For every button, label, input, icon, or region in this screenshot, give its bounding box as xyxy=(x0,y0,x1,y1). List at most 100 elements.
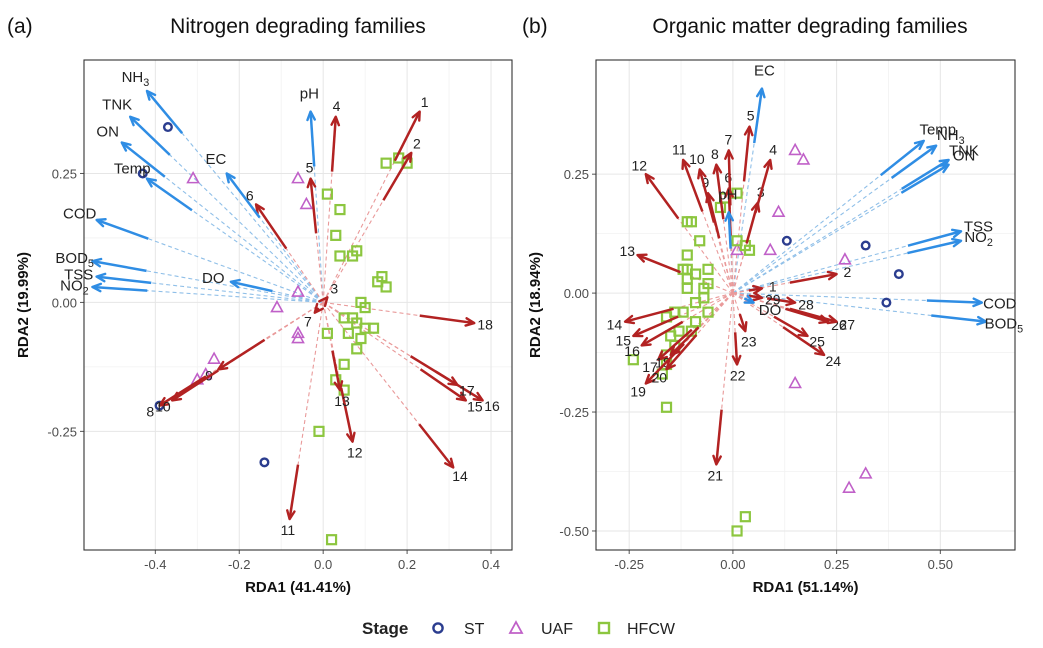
panel-a-species-arrowhead-9 xyxy=(217,360,229,371)
panel-a-species-label-11: 11 xyxy=(281,522,296,538)
panel-b-title: Organic matter degrading families xyxy=(652,15,967,38)
panel-b-species-label-29: 29 xyxy=(765,292,781,308)
panel-a-label: (a) xyxy=(7,15,33,38)
panel-b-env-label-bod5: BOD5 xyxy=(985,316,1024,336)
panel-a-env-arrowhead-do xyxy=(229,278,241,289)
panel-b-env-arrowhead-no2 xyxy=(951,237,963,248)
panel-b-species-label-16: 16 xyxy=(624,343,640,359)
panel-a-xtick-label: -0.2 xyxy=(228,557,250,572)
panel-a-species-label-1: 1 xyxy=(421,94,429,110)
panel-a-env-arrow-nh3 xyxy=(145,90,184,134)
panel-b-env-label-tnk: TNK xyxy=(949,142,979,159)
panel-b-species-label-24: 24 xyxy=(825,353,841,369)
panel-a-xlabel: RDA1 (41.41%) xyxy=(245,579,351,596)
panel-b-species-label-27: 27 xyxy=(839,317,855,333)
panel-b-point-hfcw xyxy=(743,244,756,256)
panel-a-species-link-2 xyxy=(322,152,412,303)
panel-b-species-arrowhead-21 xyxy=(712,454,722,466)
panel-a-point-uaf xyxy=(291,170,305,184)
panel-b-species-arrow-5 xyxy=(742,126,751,182)
panel-a-species-link-3 xyxy=(322,296,328,303)
panel-b-env-arrowhead-temp xyxy=(913,139,925,151)
panel-a-env-label-do: DO xyxy=(202,270,225,287)
panel-a-env-arrow-cod xyxy=(96,218,149,240)
panel-a-env-link-nh3 xyxy=(146,90,324,303)
panel-a-species-arrowhead-3 xyxy=(318,296,329,308)
panel-b-species-label-1: 1 xyxy=(769,279,777,295)
panel-a-env-arrow-tss xyxy=(96,275,152,285)
panel-a-point-hfcw xyxy=(359,301,371,314)
panel-b-ytick-label: -0.25 xyxy=(559,405,589,420)
panel-a-species-label-2: 2 xyxy=(413,135,421,151)
panel-a-species-arrowhead-13 xyxy=(333,380,344,392)
panel-b-point-uaf xyxy=(788,142,802,156)
panel-a-species-arrow-14 xyxy=(418,423,455,469)
panel-a-species-arrow-12 xyxy=(339,387,354,442)
panel-b-species-arrow-19 xyxy=(644,343,685,385)
panel-a-env-arrowhead-no2 xyxy=(91,282,103,293)
panel-a-arrows: 123456789101112131415161718NH3TNKONECTem… xyxy=(55,69,500,538)
panel-a-title: Nitrogen degrading families xyxy=(170,15,426,38)
panel-a-species-label-6: 6 xyxy=(246,187,254,203)
panel-a-species-arrowhead-15 xyxy=(455,391,468,402)
panel-a-env-arrow-on xyxy=(120,141,166,178)
panel-a-species-arrow-13 xyxy=(331,350,342,391)
panel-a-point-uaf xyxy=(186,170,200,184)
panel-b-species-label-9: 9 xyxy=(701,175,709,191)
panel-a-env-link-tnk xyxy=(129,116,324,303)
panel-a-species-arrowhead-8 xyxy=(158,396,170,407)
panel-b-plot-border xyxy=(595,59,1016,551)
panel-a-xtick-label: -0.4 xyxy=(144,557,166,572)
panel-b-env-arrow-nh3 xyxy=(890,144,937,179)
panel-b-species-arrowhead-11 xyxy=(681,158,691,171)
panel-a-point-uaf xyxy=(291,325,305,339)
panel-a-species-arrowhead-14 xyxy=(444,457,455,469)
panel-a-species-arrowhead-17 xyxy=(447,376,459,387)
panel-a-env-link-on xyxy=(121,142,324,303)
panel-a-env-arrowhead-temp xyxy=(145,177,157,188)
panel-b-species-arrowhead-27 xyxy=(826,314,838,325)
panel-a-ylabel: RDA2 (19.99%) xyxy=(15,252,32,358)
panel-b-xtick-label: -0.25 xyxy=(614,557,644,572)
panel-a-species-arrowhead-1 xyxy=(411,110,421,122)
panel-b-species-arrowhead-28 xyxy=(785,296,797,307)
panel-a-species-arrow-11 xyxy=(288,464,300,520)
panel-a-env-arrowhead-ec xyxy=(225,172,236,184)
panel-a-env-arrowhead-nh3 xyxy=(145,89,157,101)
panel-b-point-hfcw xyxy=(702,263,714,275)
panel-b-species-arrow-23 xyxy=(738,313,747,332)
panel-b-species-label-28: 28 xyxy=(798,296,814,312)
panel-a-point-hfcw xyxy=(321,327,333,339)
panel-b-species-label-15: 15 xyxy=(615,332,631,348)
panel-a-env-arrowhead-ph xyxy=(306,110,316,122)
legend-label-hfcw: HFCW xyxy=(627,621,676,638)
panel-a-env-link-ph xyxy=(310,111,324,303)
panel-a-xtick-label: 0.4 xyxy=(482,557,500,572)
panel-a-env-arrow-tnk xyxy=(129,115,171,156)
panel-a-env-link-temp xyxy=(146,178,324,303)
panel-b-point-hfcw xyxy=(731,187,743,199)
panel-b-species-label-14: 14 xyxy=(607,316,623,332)
panel-a-point-hfcw xyxy=(355,332,367,345)
panel-b-plot-area xyxy=(596,60,1015,550)
panel-b-point-hfcw xyxy=(689,297,702,309)
panel-b-species-arrow-2 xyxy=(789,272,837,284)
panel-a-point-hfcw xyxy=(351,245,363,257)
panel-b-arrows: 1234567891011121314151617181920212223242… xyxy=(607,63,1023,484)
panel-b-species-arrow-12 xyxy=(644,173,680,220)
panel-b-species-arrow-16 xyxy=(641,320,684,347)
panel-b-xtick-label: 0.50 xyxy=(928,557,953,572)
panel-a-species-arrow-1 xyxy=(393,111,421,162)
panel-b-env-arrow-ph xyxy=(727,212,732,249)
panel-a-point-uaf xyxy=(299,196,314,210)
panel-b-point-hfcw xyxy=(739,511,751,523)
panel-a-species-label-5: 5 xyxy=(306,160,314,176)
panel-b-species-label-13: 13 xyxy=(619,243,635,259)
panel-a-point-uaf xyxy=(291,330,305,344)
panel-b-species-arrow-11 xyxy=(681,159,704,212)
panel-a-species-label-15: 15 xyxy=(467,399,483,415)
panel-b-species-arrow-7 xyxy=(727,150,732,206)
panel-a-species-arrow-6 xyxy=(255,203,288,250)
panel-a-ytick-label: -0.25 xyxy=(47,424,77,439)
panel-b-species-label-4: 4 xyxy=(769,141,777,157)
